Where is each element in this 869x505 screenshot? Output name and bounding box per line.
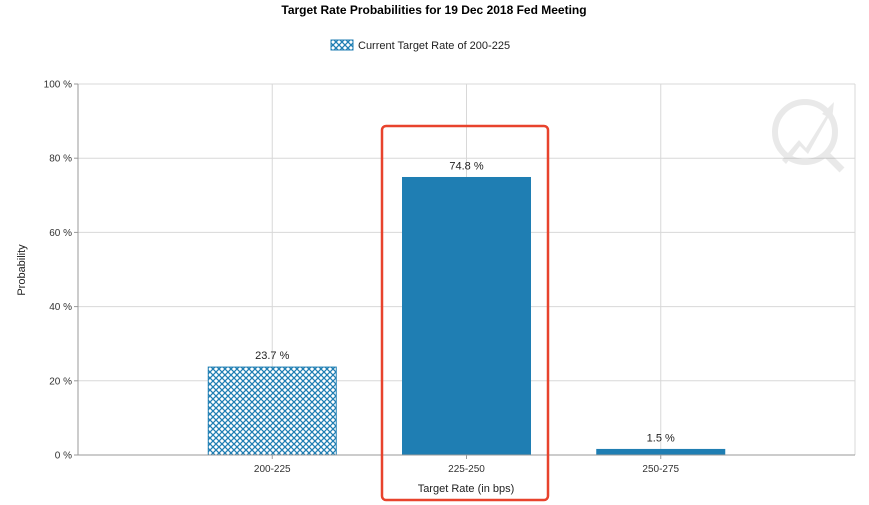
- x-axis-label: Target Rate (in bps): [418, 483, 515, 495]
- x-tick-label: 250-275: [642, 464, 679, 475]
- y-tick-label: 0 %: [55, 451, 72, 462]
- watermark-logo: [772, 99, 845, 173]
- highlight-box: [380, 124, 550, 502]
- y-tick-label: 60 %: [49, 228, 72, 239]
- x-tick-label: 200-225: [254, 464, 291, 475]
- x-tick-label: 225-250: [448, 464, 485, 475]
- bar-value-label: 23.7 %: [255, 350, 289, 362]
- bar-250-275: [596, 448, 726, 456]
- y-tick-label: 40 %: [49, 302, 72, 313]
- legend-label: Current Target Rate of 200-225: [358, 40, 510, 52]
- bar-200-225: [207, 366, 337, 456]
- y-axis-label: Probability: [16, 244, 28, 296]
- legend: Current Target Rate of 200-225: [330, 39, 510, 52]
- bar-225-250: [402, 176, 531, 456]
- bar-value-label: 74.8 %: [449, 160, 483, 172]
- y-tick-label: 100 %: [44, 80, 72, 91]
- x-axis-ticks: 200-225 225-250 250-275: [254, 455, 680, 475]
- y-tick-label: 20 %: [49, 376, 72, 387]
- y-axis-ticks: 0 % 20 % 40 % 60 % 80 % 100 %: [44, 80, 78, 462]
- legend-swatch: [330, 39, 354, 51]
- y-tick-label: 80 %: [49, 154, 72, 165]
- chart-title: Target Rate Probabilities for 19 Dec 201…: [281, 3, 586, 17]
- bar-value-label: 1.5 %: [647, 432, 675, 444]
- bars: 23.7 % 74.8 % 1.5 %: [207, 160, 726, 456]
